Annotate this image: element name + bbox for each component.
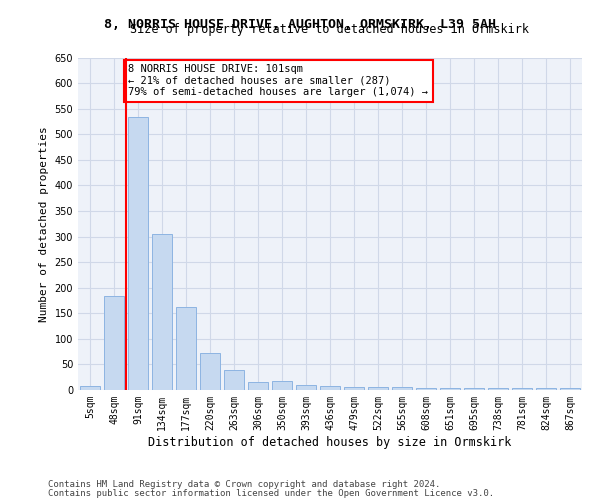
Bar — [536, 388, 556, 390]
Bar — [560, 388, 580, 390]
Title: Size of property relative to detached houses in Ormskirk: Size of property relative to detached ho… — [131, 22, 530, 36]
Text: Contains HM Land Registry data © Crown copyright and database right 2024.: Contains HM Land Registry data © Crown c… — [48, 480, 440, 489]
Bar — [104, 296, 124, 390]
Text: 8 NORRIS HOUSE DRIVE: 101sqm
← 21% of detached houses are smaller (287)
79% of s: 8 NORRIS HOUSE DRIVE: 101sqm ← 21% of de… — [128, 64, 428, 98]
Bar — [272, 382, 292, 390]
Bar — [200, 353, 220, 390]
Bar — [152, 234, 172, 390]
Bar — [440, 388, 460, 390]
X-axis label: Distribution of detached houses by size in Ormskirk: Distribution of detached houses by size … — [148, 436, 512, 448]
Bar — [248, 382, 268, 390]
Bar — [392, 388, 412, 390]
Bar — [128, 118, 148, 390]
Bar — [296, 385, 316, 390]
Bar — [368, 388, 388, 390]
Bar — [488, 388, 508, 390]
Bar — [512, 388, 532, 390]
Bar — [464, 388, 484, 390]
Text: 8, NORRIS HOUSE DRIVE, AUGHTON, ORMSKIRK, L39 5AH: 8, NORRIS HOUSE DRIVE, AUGHTON, ORMSKIRK… — [104, 18, 496, 30]
Bar — [320, 386, 340, 390]
Bar — [224, 370, 244, 390]
Text: Contains public sector information licensed under the Open Government Licence v3: Contains public sector information licen… — [48, 490, 494, 498]
Bar — [80, 386, 100, 390]
Y-axis label: Number of detached properties: Number of detached properties — [39, 126, 49, 322]
Bar — [416, 388, 436, 390]
Bar — [344, 387, 364, 390]
Bar — [176, 306, 196, 390]
